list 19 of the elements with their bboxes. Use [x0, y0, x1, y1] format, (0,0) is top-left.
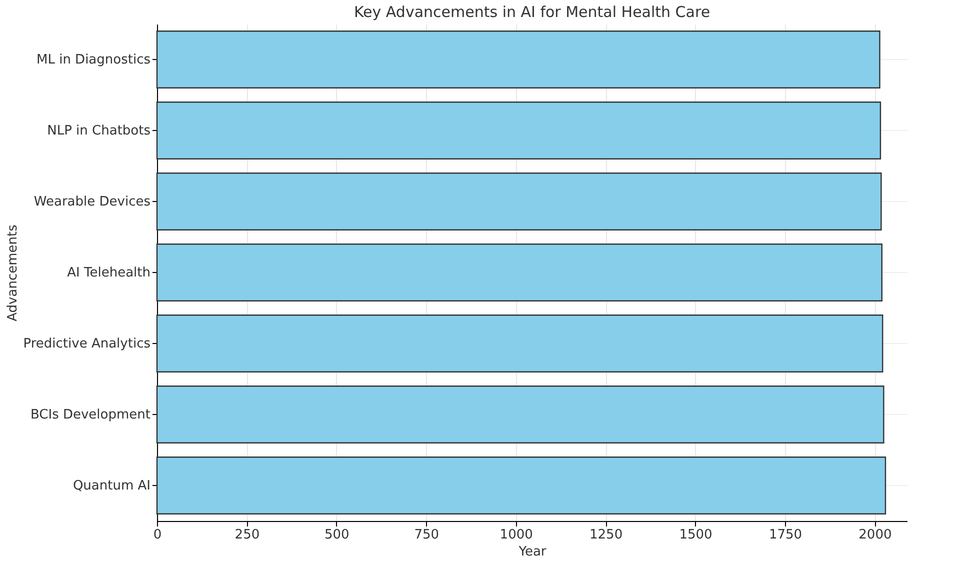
y-tick-label: Wearable Devices: [34, 194, 151, 210]
y-tick-label: AI Telehealth: [67, 266, 150, 280]
x-tick-label: 1500: [679, 528, 712, 542]
x-tick-label: 1250: [590, 528, 623, 542]
y-tick-label: BCIs Development: [30, 408, 150, 422]
x-tick-label: 250: [234, 528, 260, 542]
x-tick-label: 1000: [500, 528, 533, 542]
y-tick-label: NLP in Chatbots: [47, 124, 151, 138]
x-axis-title: Year: [518, 544, 547, 560]
y-tick-label: Quantum AI: [72, 478, 150, 494]
x-tick-label: 500: [324, 528, 350, 542]
x-tick-label: 0: [153, 528, 162, 542]
chart-title: Key Advancements in AI for Mental Health Care: [354, 3, 710, 21]
y-tick-label: ML in Diagnostics: [36, 52, 151, 68]
y-tick-label: Predictive Analytics: [23, 336, 151, 352]
x-tick-label: 750: [414, 528, 440, 542]
x-tick-label: 1750: [768, 528, 802, 542]
y-axis-title: Advancements: [5, 224, 20, 322]
x-tick-label: 2000: [858, 528, 892, 542]
